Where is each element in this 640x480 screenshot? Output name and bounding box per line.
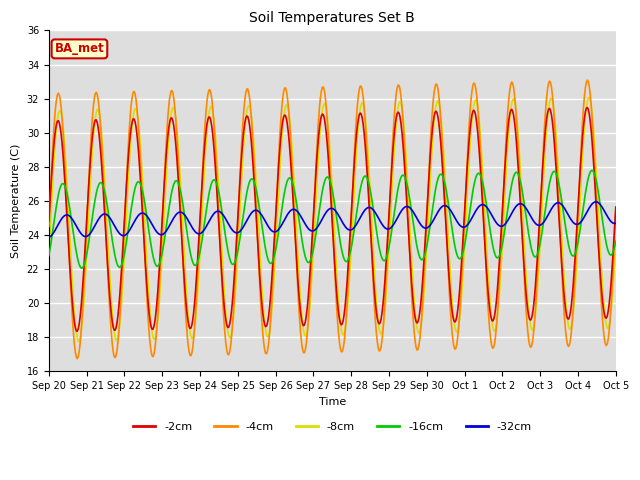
-16cm — [192, 263, 200, 268]
-4cm — [74, 356, 81, 361]
-2cm — [147, 319, 154, 324]
-16cm — [380, 258, 388, 264]
-16cm — [78, 265, 86, 271]
-4cm — [473, 92, 481, 98]
-2cm — [584, 105, 591, 110]
-8cm — [303, 332, 310, 338]
Line: -32cm: -32cm — [49, 202, 616, 237]
-4cm — [45, 224, 52, 229]
-4cm — [380, 315, 388, 321]
-32cm — [45, 234, 52, 240]
-4cm — [424, 180, 432, 185]
-8cm — [76, 338, 83, 344]
-16cm — [424, 234, 432, 240]
-8cm — [45, 252, 52, 258]
-32cm — [612, 220, 620, 226]
-32cm — [424, 225, 431, 230]
Line: -16cm: -16cm — [49, 170, 616, 268]
-8cm — [586, 95, 593, 100]
-2cm — [380, 291, 388, 297]
-32cm — [191, 228, 198, 234]
-2cm — [74, 328, 81, 334]
-2cm — [45, 218, 52, 224]
-4cm — [303, 340, 310, 346]
-4cm — [612, 209, 620, 215]
-16cm — [147, 237, 154, 242]
-32cm — [592, 199, 600, 204]
-4cm — [584, 77, 591, 83]
-2cm — [424, 182, 432, 188]
-32cm — [145, 216, 153, 222]
-16cm — [588, 168, 596, 173]
-4cm — [147, 341, 154, 347]
-32cm — [472, 208, 479, 214]
-16cm — [473, 172, 481, 178]
-32cm — [379, 223, 387, 228]
Y-axis label: Soil Temperature (C): Soil Temperature (C) — [11, 144, 21, 258]
-16cm — [45, 252, 52, 258]
Line: -2cm: -2cm — [49, 108, 616, 331]
-8cm — [612, 238, 620, 244]
-8cm — [147, 310, 154, 316]
-8cm — [380, 319, 388, 324]
-16cm — [303, 257, 310, 263]
-8cm — [192, 317, 200, 323]
-2cm — [192, 288, 200, 293]
-2cm — [473, 120, 481, 125]
-8cm — [473, 99, 481, 105]
-16cm — [612, 239, 620, 244]
X-axis label: Time: Time — [319, 396, 346, 407]
Legend: -2cm, -4cm, -8cm, -16cm, -32cm: -2cm, -4cm, -8cm, -16cm, -32cm — [129, 418, 536, 437]
Text: BA_met: BA_met — [54, 42, 104, 55]
-2cm — [612, 204, 620, 210]
Title: Soil Temperatures Set B: Soil Temperatures Set B — [250, 11, 415, 25]
-4cm — [192, 310, 200, 316]
Line: -4cm: -4cm — [49, 80, 616, 359]
-2cm — [303, 313, 310, 319]
-32cm — [301, 221, 309, 227]
-8cm — [424, 213, 432, 218]
Line: -8cm: -8cm — [49, 97, 616, 341]
